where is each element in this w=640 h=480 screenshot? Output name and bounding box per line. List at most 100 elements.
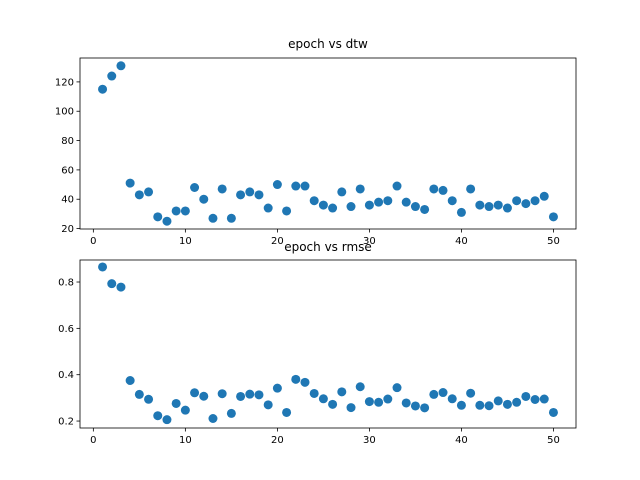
chart-1-point-44: [502, 399, 512, 409]
chart-1-point-32: [392, 383, 402, 393]
chart-0-point-26: [337, 187, 347, 197]
chart-0-point-46: [521, 199, 531, 209]
chart-0-ytick-label-5: 120: [55, 77, 74, 88]
chart-0-point-36: [429, 184, 439, 194]
chart-0-point-28: [355, 184, 365, 194]
chart-0-point-40: [466, 184, 476, 194]
chart-0-point-22: [300, 181, 310, 191]
chart-1-point-27: [346, 403, 356, 413]
chart-1-point-6: [153, 411, 163, 421]
chart-1-ytick-label-2: 0.6: [58, 324, 74, 335]
chart-1-title: epoch vs rmse: [284, 240, 372, 254]
chart-1-point-5: [144, 394, 154, 404]
chart-0-point-39: [456, 207, 466, 217]
chart-1-point-33: [401, 398, 411, 408]
chart-0-point-9: [180, 206, 190, 216]
chart-1-point-12: [208, 414, 218, 423]
chart-0-point-48: [539, 191, 549, 201]
chart-1-point-16: [245, 389, 255, 399]
chart-1-point-30: [374, 397, 384, 407]
chart-0-point-1: [107, 71, 117, 81]
chart-0-title: epoch vs dtw: [288, 37, 368, 51]
chart-0-point-38: [447, 196, 457, 206]
chart-0-point-15: [236, 190, 246, 200]
chart-1-point-49: [548, 407, 558, 417]
chart-0-point-8: [171, 206, 181, 216]
chart-1-point-25: [328, 399, 338, 409]
chart-1-point-9: [180, 405, 190, 415]
chart-0-ytick-label-1: 40: [61, 195, 74, 206]
chart-1-point-11: [199, 391, 209, 401]
chart-0-point-13: [217, 184, 227, 194]
chart-1-xtick-label-2: 20: [271, 435, 284, 446]
chart-0-point-43: [493, 200, 503, 210]
chart-1-point-41: [475, 400, 485, 410]
chart-0-axes-frame: [79, 57, 577, 230]
chart-1-xtick-label-1: 10: [179, 435, 192, 446]
chart-0-point-49: [548, 212, 558, 222]
chart-1-point-10: [190, 388, 200, 398]
chart-0-point-33: [401, 197, 411, 207]
chart-0-point-4: [134, 190, 144, 200]
chart-1-point-22: [300, 377, 310, 387]
chart-1-point-36: [429, 389, 439, 399]
chart-0-point-25: [328, 203, 338, 213]
chart-1-point-7: [162, 415, 172, 425]
subplot-epoch-vs-dtw: epoch vs dtw 0 10 20 30 40 50 20 40 60 80 100 120: [55, 37, 577, 247]
chart-1-point-37: [438, 388, 448, 398]
chart-0-point-17: [254, 190, 264, 200]
chart-1-point-47: [530, 395, 540, 404]
chart-1-point-8: [171, 398, 181, 408]
chart-0-point-42: [484, 202, 494, 212]
chart-0-point-3: [125, 178, 135, 188]
chart-1-point-34: [410, 401, 420, 411]
chart-1-point-45: [512, 397, 522, 407]
chart-1-point-20: [282, 407, 292, 417]
chart-1-point-39: [456, 400, 466, 410]
chart-0-point-44: [502, 203, 512, 213]
chart-0-point-45: [512, 196, 522, 206]
chart-1-xtick-label-4: 40: [455, 435, 468, 446]
chart-0-ytick-label-2: 60: [61, 165, 74, 176]
chart-0-xtick-label-4: 40: [455, 236, 468, 247]
chart-1-point-21: [291, 374, 301, 384]
chart-0-point-27: [346, 202, 356, 212]
chart-0-point-21: [291, 181, 301, 191]
chart-1-point-18: [263, 400, 273, 410]
chart-0-point-6: [153, 212, 163, 222]
chart-1-point-42: [484, 401, 494, 411]
chart-0-ytick-label-0: 20: [61, 224, 74, 235]
chart-0-ytick-label-3: 80: [61, 136, 74, 147]
chart-0-point-24: [318, 200, 328, 210]
chart-0-xtick-label-0: 0: [90, 236, 96, 247]
chart-0-point-30: [374, 197, 384, 207]
chart-0-point-37: [438, 185, 448, 195]
chart-0-point-11: [199, 194, 209, 204]
chart-0-xtick-label-2: 20: [271, 236, 284, 247]
chart-0-point-0: [98, 84, 108, 94]
chart-0-point-16: [245, 187, 255, 197]
chart-1-point-4: [134, 389, 144, 399]
chart-0-xtick-label-1: 10: [179, 236, 192, 247]
chart-1-point-19: [272, 383, 282, 393]
chart-1-point-17: [254, 390, 264, 400]
chart-0-point-12: [208, 213, 218, 223]
chart-0-point-35: [420, 204, 430, 214]
chart-0-point-47: [530, 196, 540, 206]
chart-1-point-35: [420, 403, 430, 413]
chart-1-point-40: [466, 388, 476, 398]
chart-1-point-28: [355, 382, 365, 392]
chart-0-xtick-label-5: 50: [547, 236, 560, 247]
chart-1-point-3: [125, 376, 135, 385]
chart-1-point-2: [116, 282, 126, 292]
chart-1-point-0: [98, 262, 108, 272]
chart-1-ytick-label-0: 0.2: [58, 417, 74, 428]
chart-0-point-20: [282, 206, 292, 216]
chart-1-point-38: [447, 394, 457, 404]
chart-1-point-26: [337, 387, 347, 397]
chart-0-xtick-label-3: 30: [363, 236, 376, 247]
chart-0-point-29: [364, 200, 374, 210]
chart-0-point-31: [383, 196, 393, 206]
